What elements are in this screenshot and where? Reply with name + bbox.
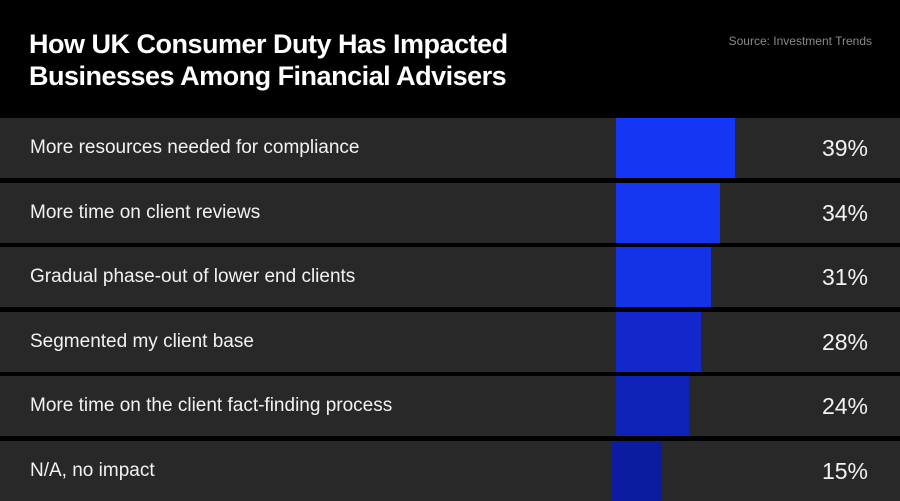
bar — [616, 312, 702, 372]
value-label: 28% — [821, 329, 868, 355]
bar — [616, 247, 711, 307]
source-note: Source: Investment Trends — [728, 34, 872, 48]
bar — [616, 118, 735, 178]
value-label: 34% — [821, 200, 868, 226]
chart-row: More time on the client fact-finding pro… — [0, 376, 900, 436]
value-label: 24% — [821, 393, 868, 419]
bar — [616, 376, 690, 436]
category-label: More resources needed for compliance — [30, 137, 360, 158]
chart-row: Gradual phase-out of lower end clients 31… — [0, 247, 900, 307]
category-label: More time on client reviews — [30, 202, 261, 223]
chart-title: How UK Consumer Duty Has Impacted Busine… — [29, 29, 508, 91]
chart-row: More time on client reviews 34% — [0, 183, 900, 243]
chart-row: More resources needed for compliance 39% — [0, 118, 900, 178]
chart-row: N/A, no impact 15% — [0, 441, 900, 501]
value-label: 39% — [821, 135, 868, 161]
value-label: 31% — [821, 264, 868, 290]
category-label: Segmented my client base — [30, 331, 254, 352]
chart-row: Segmented my client base 28% — [0, 312, 900, 372]
bar — [616, 183, 720, 243]
value-label: 15% — [821, 458, 868, 484]
category-label: Gradual phase-out of lower end clients — [30, 266, 356, 287]
category-label: N/A, no impact — [30, 460, 155, 481]
category-label: More time on the client fact-finding pro… — [30, 395, 393, 416]
bar — [611, 441, 662, 501]
